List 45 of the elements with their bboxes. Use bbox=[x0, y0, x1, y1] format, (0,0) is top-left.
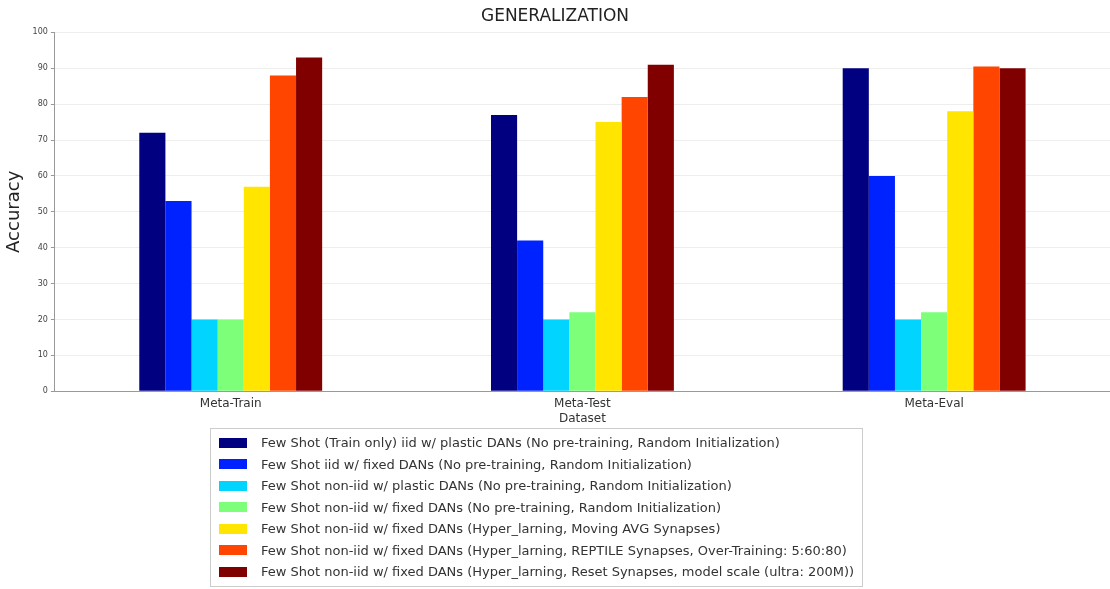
x-axis-title: Dataset bbox=[558, 410, 607, 425]
bar bbox=[973, 66, 1000, 391]
bar bbox=[217, 319, 244, 391]
y-tick-label: 0 bbox=[42, 386, 48, 396]
bar bbox=[999, 68, 1026, 391]
chart-title: GENERALIZATION bbox=[480, 4, 630, 25]
y-tick-label: 70 bbox=[37, 135, 48, 145]
bar bbox=[517, 240, 544, 391]
legend-label: Few Shot (Train only) iid w/ plastic DANs (No pre-training, Random Initialization) bbox=[261, 435, 780, 451]
bar bbox=[296, 57, 323, 391]
legend-label: Few Shot non-iid w/ fixed DANs (No pre-training, Random Initialization) bbox=[261, 499, 722, 515]
bar bbox=[868, 175, 895, 391]
x-tick-label: Meta-Train bbox=[199, 395, 262, 410]
bar bbox=[165, 201, 192, 391]
legend-label: Few Shot iid w/ fixed DANs (No pre-training, Random Initialization) bbox=[261, 456, 692, 472]
bar bbox=[269, 75, 297, 391]
y-tick-label: 30 bbox=[37, 278, 48, 288]
y-tick-label: 100 bbox=[32, 27, 48, 37]
bar bbox=[595, 122, 622, 391]
bar bbox=[569, 312, 596, 391]
bar bbox=[894, 319, 922, 391]
bar bbox=[921, 312, 948, 391]
y-tick-label: 20 bbox=[37, 314, 48, 324]
y-tick-label: 50 bbox=[37, 206, 48, 216]
x-tick-label: Meta-Test bbox=[554, 395, 612, 410]
bar bbox=[621, 96, 648, 391]
bar bbox=[842, 68, 869, 391]
bar bbox=[490, 114, 518, 391]
legend-label: Few Shot non-iid w/ fixed DANs (Hyper_larning, REPTILE Synapses, Over-Training: 5:60:80) bbox=[261, 542, 847, 558]
legend-label: Few Shot non-iid w/ plastic DANs (No pre-training, Random Initialization) bbox=[261, 478, 732, 494]
y-tick-label: 40 bbox=[37, 242, 48, 252]
bar bbox=[543, 319, 570, 391]
legend-label: Few Shot non-iid w/ fixed DANs (Hyper_larning, Reset Synapses, model scale (ultra: 200M)) bbox=[261, 564, 855, 580]
bar bbox=[139, 132, 166, 391]
y-tick-label: 90 bbox=[37, 63, 48, 73]
x-tick-label: Meta-Eval bbox=[904, 395, 964, 410]
y-tick-label: 80 bbox=[37, 99, 48, 109]
y-tick-label: 60 bbox=[37, 171, 48, 180]
bar bbox=[243, 186, 270, 391]
bar bbox=[947, 111, 974, 391]
y-axis-title: Accuracy bbox=[2, 170, 24, 253]
legend-label: Few Shot non-iid w/ fixed DANs (Hyper_larning, Moving AVG Synapses) bbox=[261, 521, 721, 537]
bar bbox=[191, 319, 218, 391]
y-tick-label: 10 bbox=[37, 350, 48, 360]
bar bbox=[647, 64, 674, 391]
